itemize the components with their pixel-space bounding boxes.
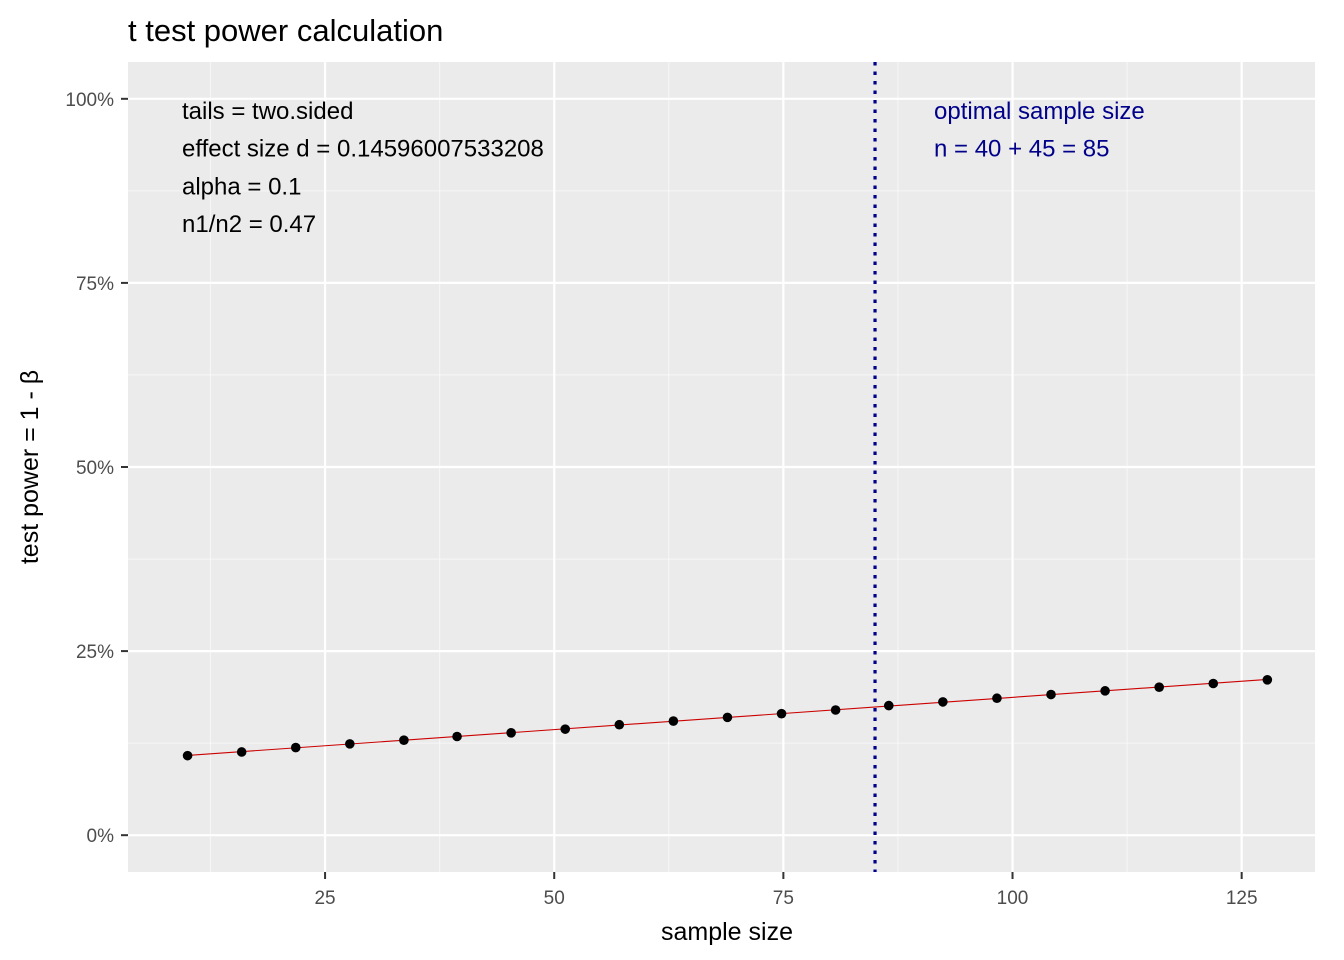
data-point [560, 724, 571, 734]
y-tick-label: 25% [76, 642, 114, 663]
y-axis: 0% 25% 50% 75% 100% [65, 90, 128, 847]
data-point [236, 747, 247, 757]
annotation-right-line: n = 40 + 45 = 85 [934, 136, 1110, 163]
data-point [290, 742, 301, 753]
annotation-left-line: tails = two.sided [182, 98, 353, 125]
data-point [506, 728, 516, 738]
data-point [1100, 686, 1110, 696]
data-point [399, 735, 409, 745]
annotation-left: tails = two.sided effect size d = 0.14596… [182, 98, 544, 238]
data-point [830, 705, 841, 715]
data-point [776, 708, 787, 719]
data-point [1208, 678, 1219, 689]
y-tick-label: 100% [65, 90, 114, 111]
data-point [182, 750, 193, 761]
data-point [1154, 682, 1164, 692]
annotation-left-line: n1/n2 = 0.47 [182, 211, 316, 238]
data-point [992, 693, 1002, 704]
x-axis-title: sample size [661, 918, 793, 946]
data-points [182, 675, 1273, 761]
y-axis-title: test power = 1 - β [16, 370, 44, 564]
x-tick-label: 125 [1226, 888, 1258, 909]
annotation-left-line: alpha = 0.1 [182, 173, 301, 200]
data-point [722, 712, 733, 723]
data-point [1262, 675, 1273, 685]
annotation-left-line: effect size d = 0.14596007533208 [182, 136, 544, 163]
data-point [345, 739, 355, 749]
x-tick-label: 75 [773, 888, 794, 909]
x-tick-label: 25 [314, 888, 335, 909]
x-tick-label: 100 [997, 888, 1029, 909]
data-point [668, 716, 679, 726]
annotation-right-line: optimal sample size [934, 98, 1145, 125]
data-point [938, 697, 948, 707]
x-axis: 25 50 75 100 125 [314, 872, 1258, 909]
x-tick-label: 50 [544, 888, 565, 909]
data-point [1046, 689, 1056, 700]
annotation-right: optimal sample size n = 40 + 45 = 85 [934, 98, 1145, 163]
data-point [614, 719, 625, 730]
chart-title: t test power calculation [128, 13, 443, 48]
y-tick-label: 0% [87, 826, 115, 847]
y-tick-label: 50% [76, 458, 114, 479]
data-point [883, 700, 894, 711]
data-point [452, 731, 462, 742]
y-tick-label: 75% [76, 274, 114, 295]
grid-major [128, 62, 1315, 872]
